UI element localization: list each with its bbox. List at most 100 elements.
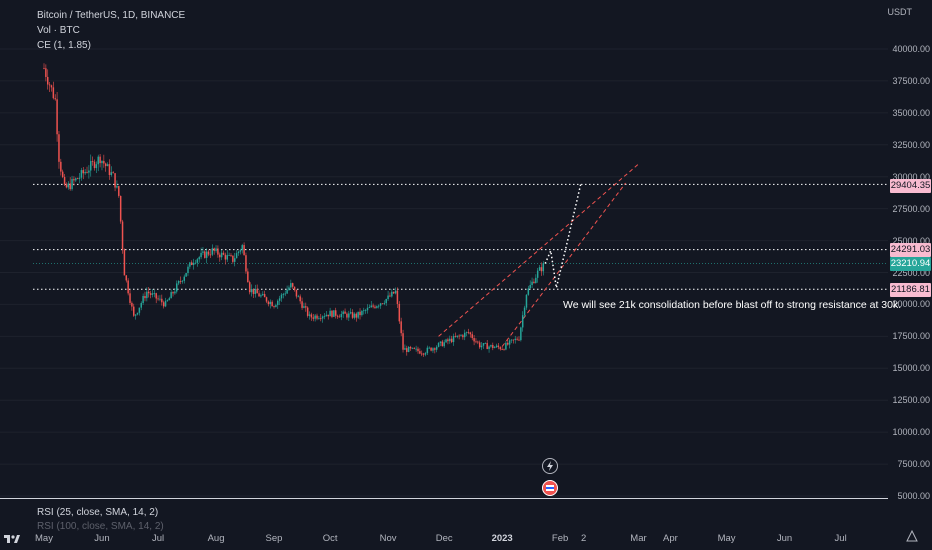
candle	[527, 285, 530, 296]
candle	[220, 249, 223, 261]
candle-body	[262, 294, 264, 296]
candle-body	[310, 314, 313, 318]
candle-body	[58, 134, 60, 162]
candle	[205, 248, 208, 264]
candle-body	[379, 303, 382, 306]
chart-annotation[interactable]: We will see 21k consolidation before bla…	[563, 299, 902, 311]
candle	[325, 311, 328, 317]
candle-body	[312, 317, 315, 319]
volume-label[interactable]: Vol · BTC	[37, 25, 80, 36]
candle-body	[424, 353, 427, 355]
candle-body	[127, 280, 129, 294]
candle	[449, 335, 451, 344]
indicator-label[interactable]: CE (1, 1.85)	[37, 40, 91, 51]
time-axis-label: Apr	[663, 533, 678, 544]
candle	[90, 154, 92, 177]
rsi-label[interactable]: RSI (25, close, SMA, 14, 2)	[37, 507, 159, 518]
candle-body	[43, 68, 45, 69]
candle-body	[333, 310, 335, 317]
candle-body	[428, 347, 430, 349]
candle-body	[134, 314, 137, 316]
candle	[95, 161, 98, 173]
candle	[428, 346, 430, 349]
candle-body	[207, 251, 210, 255]
candle-body	[267, 301, 270, 305]
candle-body	[106, 164, 109, 167]
candlestick-chart[interactable]	[0, 0, 888, 497]
candle-body	[402, 333, 404, 350]
rsi-label-secondary[interactable]: RSI (100, close, SMA, 14, 2)	[37, 521, 164, 532]
candle-body	[351, 312, 354, 318]
price-axis[interactable]: USDT 40000.00 37500.00 35000.00 32500.00 300…	[888, 0, 932, 525]
candle	[46, 69, 49, 90]
candle-body	[518, 339, 520, 341]
tradingview-logo-icon[interactable]	[4, 532, 20, 544]
candle	[204, 250, 206, 259]
candle-body	[507, 342, 509, 345]
gear-icon[interactable]	[906, 529, 918, 545]
candle	[400, 317, 402, 337]
candle-body	[228, 255, 230, 256]
candle-body	[194, 262, 197, 264]
candle	[475, 338, 477, 344]
candle	[241, 243, 243, 254]
candle-body	[93, 161, 96, 169]
candle	[119, 195, 122, 224]
candle-body	[400, 321, 402, 334]
candle-body	[349, 312, 352, 314]
candle-body	[219, 254, 221, 258]
candle	[45, 64, 47, 82]
candle	[56, 92, 58, 142]
candle-body	[478, 342, 481, 348]
candle-body	[131, 302, 133, 307]
candle	[110, 166, 113, 177]
candle-body	[364, 310, 367, 312]
candle-body	[166, 300, 169, 301]
lightning-event-icon[interactable]	[542, 458, 558, 474]
candle-body	[80, 170, 83, 178]
candle-body	[226, 255, 229, 260]
time-axis-label: May	[35, 533, 53, 544]
candle-body	[118, 186, 120, 196]
candle	[507, 340, 509, 346]
candle	[76, 177, 79, 180]
candle	[432, 347, 434, 353]
candle	[348, 310, 350, 321]
candle-body	[381, 303, 384, 305]
candle-body	[338, 316, 341, 318]
currency-label: USDT	[887, 7, 913, 17]
candle-body	[205, 251, 208, 258]
price-axis-label: 32500.00	[892, 139, 930, 150]
symbol-title[interactable]: Bitcoin / TetherUS, 1D, BINANCE	[37, 10, 186, 21]
candle	[209, 249, 212, 259]
time-axis[interactable]: May Jun Jul Aug Sep Oct Nov Dec 2023 Feb 2 Mar Apr Ma…	[0, 527, 932, 550]
flag-event-icon[interactable]	[542, 480, 558, 496]
price-axis-label: 10000.00	[892, 427, 930, 438]
candle	[316, 313, 318, 321]
price-axis-label: 40000.00	[892, 44, 930, 54]
price-chart[interactable]	[0, 0, 888, 497]
candle	[267, 300, 270, 307]
candle-body	[269, 301, 272, 305]
candle-body	[252, 288, 255, 294]
candle-body	[95, 164, 98, 169]
candle-body	[434, 348, 436, 350]
candle-body	[542, 263, 545, 272]
pane-divider[interactable]	[0, 498, 888, 499]
candle-body	[348, 313, 350, 318]
candle	[462, 334, 464, 340]
candle	[426, 345, 429, 356]
candle-body	[258, 293, 260, 297]
candle	[323, 313, 326, 320]
candle-body	[527, 288, 530, 295]
candle-body	[157, 298, 159, 300]
candle	[359, 308, 361, 320]
candle	[273, 305, 275, 309]
candle	[129, 289, 131, 306]
candle-body	[172, 292, 174, 294]
candle	[265, 296, 268, 304]
candle	[97, 154, 99, 172]
candle	[168, 296, 171, 301]
candle-body	[60, 161, 62, 172]
candle	[147, 287, 150, 298]
